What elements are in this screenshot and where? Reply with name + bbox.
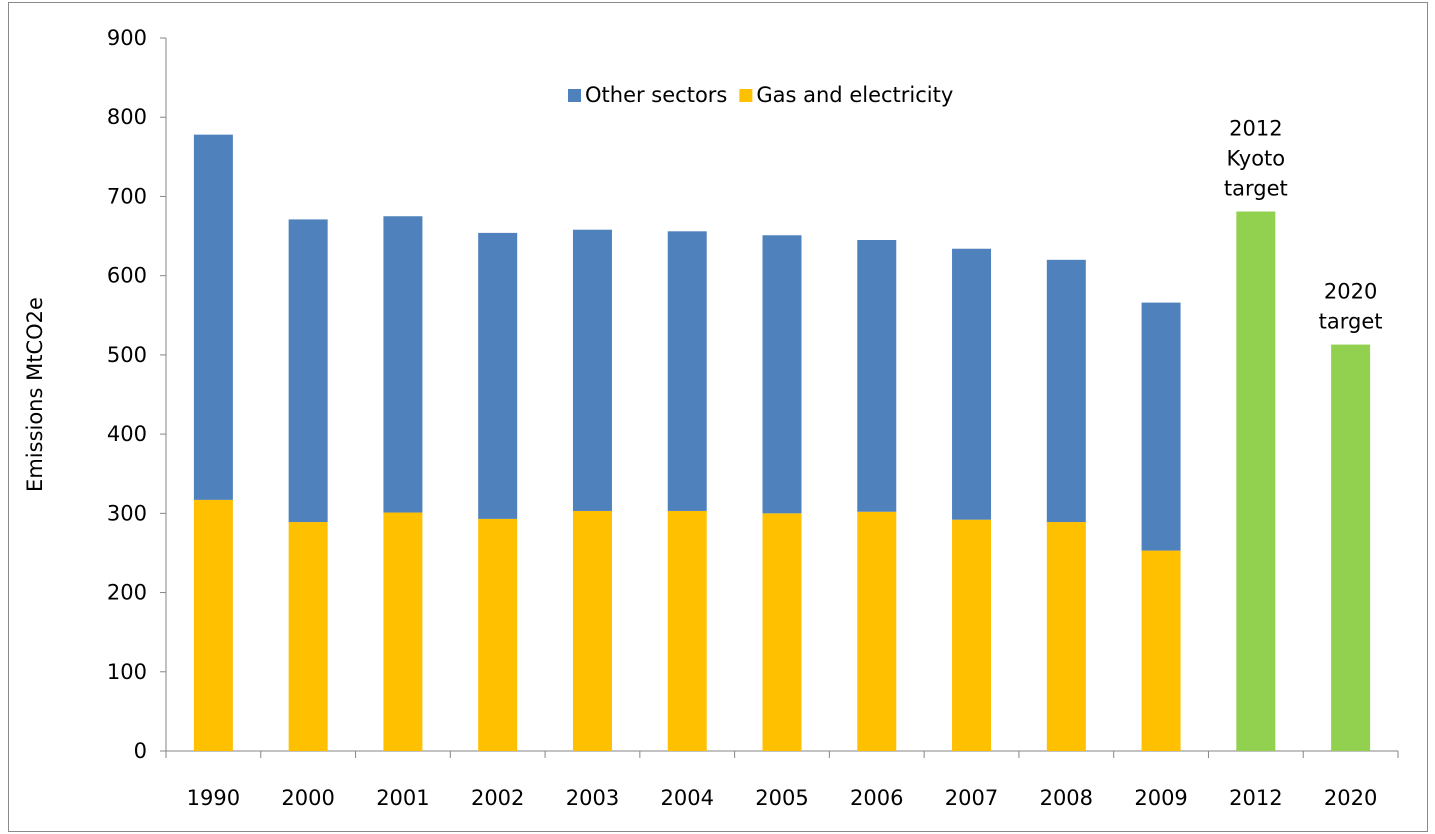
bar-gas-and-electricity-2002 [478,518,518,751]
bar-other-sectors-2001 [383,216,423,513]
legend-swatch-gas-and-electricity [739,89,753,102]
bar-gas-and-electricity-2000 [288,522,328,751]
x-tick-label: 2009 [1134,786,1187,810]
annotation-2020-line: 2020 [1324,280,1377,304]
annotation-2012-line: target [1224,176,1288,200]
bar-target-2020 [1331,344,1371,751]
x-tick-label: 2002 [471,786,524,810]
legend-label-gas-and-electricity: Gas and electricity [756,83,953,107]
bar-other-sectors-2008 [1046,259,1086,523]
bar-other-sectors-2009 [1141,302,1181,551]
x-tick-label: 2012 [1229,786,1282,810]
bar-gas-and-electricity-2003 [572,510,612,751]
bar-other-sectors-2003 [572,229,612,511]
x-tick-label: 2007 [945,786,998,810]
x-tick-label: 2020 [1324,786,1377,810]
annotation-2020-line: target [1319,310,1383,334]
bar-gas-and-electricity-2008 [1046,522,1086,751]
bar-other-sectors-2004 [667,231,707,511]
y-tick-label: 400 [107,422,147,446]
bar-gas-and-electricity-2005 [762,513,802,751]
bar-other-sectors-2002 [478,232,518,519]
y-tick-label: 600 [107,264,147,288]
y-tick-label: 200 [107,581,147,605]
y-tick-label: 700 [107,184,147,208]
y-tick-label: 900 [107,26,147,50]
legend-swatch-other-sectors [568,89,581,102]
bar-target-2012 [1236,211,1276,751]
bar-gas-and-electricity-2007 [952,519,992,751]
y-tick-label: 0 [134,739,147,763]
bar-other-sectors-1990 [193,134,233,500]
bar-gas-and-electricity-2006 [857,511,897,751]
bar-other-sectors-2005 [762,235,802,514]
y-tick-label: 300 [107,501,147,525]
x-tick-label: 2005 [755,786,808,810]
y-tick-label: 800 [107,105,147,129]
bar-gas-and-electricity-2009 [1141,550,1181,751]
bar-gas-and-electricity-1990 [193,499,233,751]
annotation-2012-line: 2012 [1229,116,1282,140]
x-tick-label: 1990 [187,786,240,810]
legend-label-other-sectors: Other sectors [585,83,727,107]
x-tick-label: 2006 [850,786,903,810]
annotation-2012-line: Kyoto [1227,146,1286,170]
bar-gas-and-electricity-2001 [383,512,423,751]
bar-other-sectors-2000 [288,219,328,523]
x-tick-label: 2008 [1040,786,1093,810]
y-axis-label: Emissions MtCO2e [23,297,47,492]
x-tick-label: 2004 [661,786,714,810]
y-tick-label: 500 [107,343,147,367]
chart-frame [8,2,1428,832]
bar-other-sectors-2006 [857,240,897,512]
y-tick-label: 100 [107,660,147,684]
x-tick-label: 2001 [376,786,429,810]
bar-gas-and-electricity-2004 [667,510,707,751]
bar-other-sectors-2007 [952,248,992,520]
x-tick-label: 2003 [566,786,619,810]
x-tick-label: 2000 [281,786,334,810]
